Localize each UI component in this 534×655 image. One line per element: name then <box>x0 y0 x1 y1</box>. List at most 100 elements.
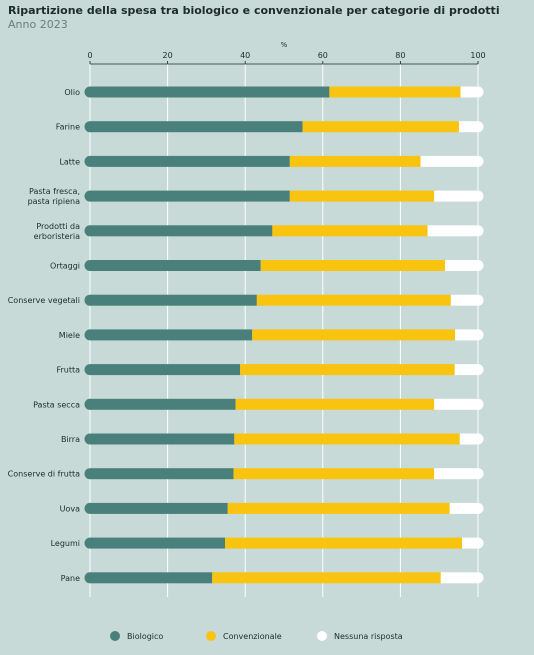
bar-convenzionale-0 <box>329 86 461 98</box>
legend-swatch-2 <box>317 631 327 641</box>
bar-start-cap-5 <box>84 260 96 271</box>
bar-nessuna-1 <box>458 121 478 133</box>
category-label-5: Ortaggi <box>50 262 80 271</box>
bar-start-cap-11 <box>84 468 96 480</box>
bar-start-cap-7 <box>84 329 96 341</box>
bar-convenzionale-2 <box>289 155 421 167</box>
bar-biologico-4 <box>90 225 273 237</box>
category-label-line: Prodotti da <box>36 222 80 231</box>
bar-biologico-7 <box>90 329 253 341</box>
bar-nessuna-7 <box>455 329 478 341</box>
x-tick-label-80: 80 <box>395 51 405 60</box>
bar-convenzionale-8 <box>240 364 455 376</box>
bar-nessuna-6 <box>450 294 478 306</box>
bar-nessuna-10 <box>459 433 478 445</box>
bar-biologico-2 <box>90 155 290 167</box>
category-label-line: Farine <box>56 123 80 132</box>
bar-end-cap-3 <box>472 190 484 202</box>
bar-biologico-10 <box>90 433 235 445</box>
category-label-0: Olio <box>64 88 80 97</box>
bar-end-cap-13 <box>472 537 484 549</box>
bar-start-cap-8 <box>84 364 96 376</box>
category-label-line: Pasta fresca, <box>29 187 80 196</box>
bar-biologico-3 <box>90 190 290 202</box>
bar-convenzionale-11 <box>233 468 435 480</box>
bar-start-cap-2 <box>84 155 96 167</box>
bar-convenzionale-12 <box>227 502 450 514</box>
bar-convenzionale-14 <box>212 572 441 584</box>
bar-start-cap-14 <box>84 572 96 584</box>
bar-end-cap-1 <box>472 121 484 133</box>
x-tick-label-40: 40 <box>240 51 250 60</box>
bar-start-cap-1 <box>84 121 96 133</box>
bar-convenzionale-5 <box>260 260 446 271</box>
category-label-4: Prodotti da erboristeria <box>34 222 80 241</box>
x-tick-label-100: 100 <box>470 51 485 60</box>
bar-convenzionale-7 <box>252 329 456 341</box>
chart-subtitle: Anno 2023 <box>8 18 68 31</box>
bar-nessuna-5 <box>445 260 478 271</box>
bar-end-cap-11 <box>472 468 484 480</box>
bar-end-cap-14 <box>472 572 484 584</box>
bar-convenzionale-13 <box>225 537 463 549</box>
category-label-12: Uova <box>60 504 80 513</box>
bar-biologico-13 <box>90 537 226 549</box>
bar-start-cap-10 <box>84 433 96 445</box>
x-tick-label-60: 60 <box>318 51 328 60</box>
bar-nessuna-12 <box>449 502 478 514</box>
category-label-line: Miele <box>59 331 80 340</box>
category-label-2: Latte <box>59 157 80 166</box>
category-label-11: Conserve di frutta <box>8 470 80 479</box>
category-label-line: erboristeria <box>34 232 80 241</box>
category-label-line: Conserve vegetali <box>8 296 80 305</box>
bar-end-cap-5 <box>472 260 484 271</box>
bar-biologico-0 <box>90 86 330 98</box>
bar-end-cap-6 <box>472 294 484 306</box>
bar-convenzionale-10 <box>234 433 460 445</box>
category-label-13: Legumi <box>51 539 80 548</box>
bar-start-cap-12 <box>84 502 96 514</box>
bar-end-cap-7 <box>472 329 484 341</box>
bar-end-cap-8 <box>472 364 484 376</box>
category-label-line: Olio <box>64 88 80 97</box>
category-label-line: Frutta <box>56 366 80 375</box>
legend-swatch-0 <box>110 631 120 641</box>
category-label-1: Farine <box>56 123 80 132</box>
x-tick-label-0: 0 <box>87 51 92 60</box>
bar-start-cap-0 <box>84 86 96 98</box>
bar-convenzionale-4 <box>272 225 428 237</box>
bar-convenzionale-6 <box>256 294 451 306</box>
bar-end-cap-2 <box>472 155 484 167</box>
bar-nessuna-13 <box>462 537 478 549</box>
category-label-10: Birra <box>61 435 80 444</box>
bar-nessuna-8 <box>454 364 478 376</box>
bar-biologico-8 <box>90 364 241 376</box>
category-label-line: pasta ripiena <box>28 197 81 206</box>
bar-biologico-14 <box>90 572 213 584</box>
bar-biologico-11 <box>90 468 234 480</box>
bar-convenzionale-9 <box>235 398 435 410</box>
bar-nessuna-9 <box>434 398 478 410</box>
bar-convenzionale-1 <box>302 121 459 133</box>
bar-nessuna-3 <box>434 190 478 202</box>
category-label-line: Ortaggi <box>50 262 80 271</box>
bar-nessuna-2 <box>420 155 478 167</box>
category-label-8: Frutta <box>56 366 80 375</box>
bar-biologico-5 <box>90 260 261 271</box>
bar-nessuna-0 <box>460 86 478 98</box>
category-label-line: Birra <box>61 435 80 444</box>
legend-swatch-1 <box>206 631 216 641</box>
x-axis-unit: % <box>281 41 288 49</box>
bar-convenzionale-3 <box>289 190 435 202</box>
bar-start-cap-13 <box>84 537 96 549</box>
bar-end-cap-4 <box>472 225 484 237</box>
category-label-7: Miele <box>59 331 80 340</box>
chart-title: Ripartizione della spesa tra biologico e… <box>8 4 500 17</box>
bar-nessuna-4 <box>427 225 478 237</box>
bar-start-cap-9 <box>84 398 96 410</box>
category-label-14: Pane <box>61 574 80 583</box>
bar-biologico-6 <box>90 294 257 306</box>
category-label-line: Conserve di frutta <box>8 470 80 479</box>
